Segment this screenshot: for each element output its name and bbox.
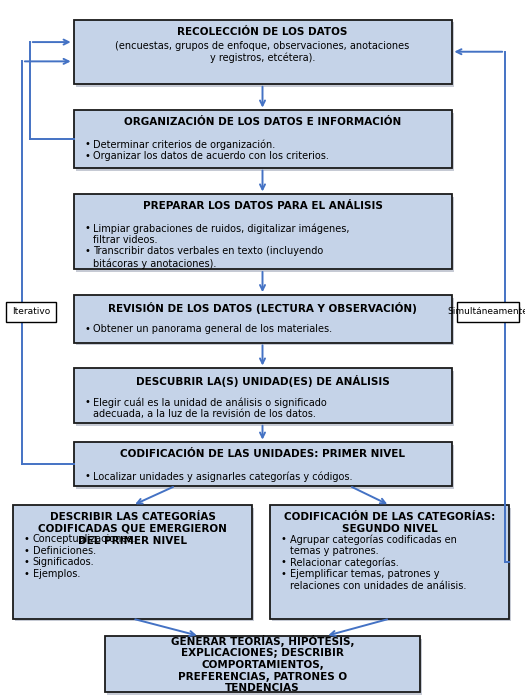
Text: •: • [24, 569, 29, 579]
Text: •: • [84, 397, 90, 408]
FancyBboxPatch shape [15, 508, 254, 621]
Text: DESCUBRIR LA(S) UNIDAD(ES) DE ANÁLISIS: DESCUBRIR LA(S) UNIDAD(ES) DE ANÁLISIS [135, 375, 390, 387]
Text: DESCRIBIR LAS CATEGORÍAS
CODIFICADAS QUE EMERGIERON
DEL PRIMER NIVEL: DESCRIBIR LAS CATEGORÍAS CODIFICADAS QUE… [38, 512, 227, 545]
Text: Limpiar grabaciones de ruidos, digitalizar imágenes,
filtrar videos.: Limpiar grabaciones de ruidos, digitaliz… [93, 224, 350, 245]
FancyBboxPatch shape [74, 442, 452, 486]
Text: •: • [24, 558, 29, 568]
FancyBboxPatch shape [76, 298, 454, 345]
Text: •: • [84, 224, 90, 233]
FancyBboxPatch shape [13, 505, 252, 619]
FancyBboxPatch shape [74, 194, 452, 269]
Text: Elegir cuál es la unidad de análisis o significado
adecuada, a la luz de la revi: Elegir cuál es la unidad de análisis o s… [93, 397, 327, 419]
Text: Ejemplificar temas, patrones y
relaciones con unidades de análisis.: Ejemplificar temas, patrones y relacione… [290, 569, 466, 591]
Text: Ejemplos.: Ejemplos. [33, 569, 80, 579]
Text: •: • [84, 472, 90, 482]
Text: •: • [84, 140, 90, 150]
Text: •: • [281, 534, 287, 545]
Text: (encuestas, grupos de enfoque, observaciones, anotaciones
y registros, etcétera): (encuestas, grupos de enfoque, observaci… [116, 41, 410, 63]
Text: Transcribir datos verbales en texto (incluyendo
bitácoras y anotaciones).: Transcribir datos verbales en texto (inc… [93, 247, 323, 268]
Text: •: • [84, 247, 90, 257]
Text: Obtener un panorama general de los materiales.: Obtener un panorama general de los mater… [93, 324, 332, 334]
Text: RECOLECCIÓN DE LOS DATOS: RECOLECCIÓN DE LOS DATOS [177, 27, 348, 36]
FancyBboxPatch shape [107, 639, 422, 695]
Text: Iterativo: Iterativo [12, 308, 50, 316]
FancyBboxPatch shape [74, 110, 452, 168]
Text: •: • [24, 534, 29, 545]
FancyBboxPatch shape [76, 371, 454, 426]
FancyBboxPatch shape [74, 20, 452, 84]
Text: •: • [281, 558, 287, 568]
FancyBboxPatch shape [6, 302, 56, 322]
FancyBboxPatch shape [76, 445, 454, 489]
Text: REVISIÓN DE LOS DATOS (LECTURA Y OBSERVACIÓN): REVISIÓN DE LOS DATOS (LECTURA Y OBSERVA… [108, 302, 417, 314]
Text: CODIFICACIÓN DE LAS CATEGORÍAS:
SEGUNDO NIVEL: CODIFICACIÓN DE LAS CATEGORÍAS: SEGUNDO … [284, 512, 496, 534]
FancyBboxPatch shape [74, 295, 452, 343]
FancyBboxPatch shape [76, 197, 454, 272]
FancyBboxPatch shape [272, 508, 511, 621]
Text: PREPARAR LOS DATOS PARA EL ANÁLISIS: PREPARAR LOS DATOS PARA EL ANÁLISIS [143, 201, 382, 211]
FancyBboxPatch shape [105, 636, 420, 692]
FancyBboxPatch shape [270, 505, 509, 619]
FancyBboxPatch shape [457, 302, 519, 322]
FancyBboxPatch shape [76, 22, 454, 87]
Text: Simultáneamente: Simultáneamente [447, 308, 525, 316]
FancyBboxPatch shape [76, 113, 454, 171]
Text: Significados.: Significados. [33, 558, 94, 568]
Text: Definiciones.: Definiciones. [33, 546, 96, 556]
Text: •: • [84, 324, 90, 334]
Text: •: • [281, 569, 287, 579]
Text: Relacionar categorías.: Relacionar categorías. [290, 558, 398, 568]
Text: Conceptualizaciones.: Conceptualizaciones. [33, 534, 136, 545]
Text: Organizar los datos de acuerdo con los criterios.: Organizar los datos de acuerdo con los c… [93, 151, 329, 161]
Text: CODIFICACIÓN DE LAS UNIDADES: PRIMER NIVEL: CODIFICACIÓN DE LAS UNIDADES: PRIMER NIV… [120, 449, 405, 459]
Text: ORGANIZACIÓN DE LOS DATOS E INFORMACIÓN: ORGANIZACIÓN DE LOS DATOS E INFORMACIÓN [124, 117, 401, 127]
FancyBboxPatch shape [74, 368, 452, 423]
Text: Determinar criterios de organización.: Determinar criterios de organización. [93, 140, 275, 150]
Text: Localizar unidades y asignarles categorías y códigos.: Localizar unidades y asignarles categorí… [93, 472, 352, 482]
Text: GENERAR TEORÍAS, HIPÓTESIS,
EXPLICACIONES; DESCRIBIR
COMPORTAMIENTOS,
PREFERENCI: GENERAR TEORÍAS, HIPÓTESIS, EXPLICACIONE… [171, 635, 354, 693]
Text: •: • [24, 546, 29, 556]
Text: •: • [84, 151, 90, 161]
Text: Agrupar categorías codificadas en
temas y patrones.: Agrupar categorías codificadas en temas … [290, 534, 457, 556]
